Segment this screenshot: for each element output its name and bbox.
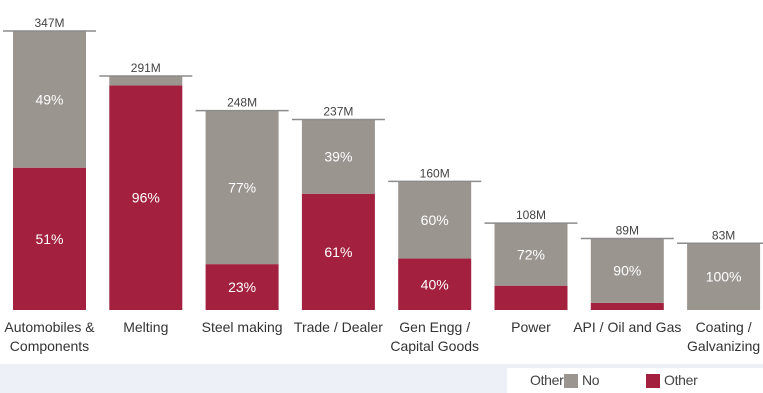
bar-segment-other-5 [494, 285, 568, 310]
segment-label-3-0: 61% [324, 244, 352, 260]
category-label-7-1: Galvanizing [687, 338, 760, 354]
legend-swatch-other [646, 374, 660, 388]
segment-label-7-1: 100% [706, 269, 742, 285]
legend-label-no: No [582, 372, 600, 388]
segment-label-2-1: 77% [228, 179, 256, 195]
category-label-0-1: Components [10, 338, 89, 354]
total-label-1: 291M [131, 61, 161, 75]
total-label-4: 160M [420, 166, 450, 180]
total-label-6: 89M [616, 223, 639, 237]
category-label-5-0: Power [511, 319, 551, 335]
legend-label-other-prefix: Other [530, 372, 564, 388]
segment-label-1-0: 96% [132, 190, 160, 206]
total-label-2: 248M [227, 96, 257, 110]
category-label-2-0: Steel making [202, 319, 283, 335]
bar-segment-other-no-0 [13, 31, 86, 168]
category-label-4-0: Gen Engg / [399, 319, 470, 335]
total-label-7: 83M [712, 228, 735, 242]
bar-segment-other-6 [590, 302, 664, 310]
bar-segment-other-3 [301, 193, 375, 310]
segment-label-0-0: 51% [35, 231, 63, 247]
category-label-6-0: API / Oil and Gas [573, 319, 681, 335]
bar-segment-other-no-4 [398, 181, 472, 259]
category-label-1-0: Melting [123, 319, 168, 335]
segment-label-5-1: 72% [517, 246, 545, 262]
segment-label-0-1: 49% [35, 91, 63, 107]
segment-label-4-1: 60% [421, 212, 449, 228]
bar-segment-other-4 [398, 258, 472, 310]
bar-segment-other-no-7 [687, 243, 761, 310]
bar-segment-other-no-1 [109, 76, 183, 86]
bar-segment-other-no-5 [494, 223, 568, 286]
total-label-3: 237M [323, 104, 353, 118]
category-label-3-0: Trade / Dealer [294, 319, 383, 335]
bar-segment-other-1 [109, 85, 183, 311]
bar-segment-other-no-6 [590, 238, 664, 303]
category-label-7-0: Coating / [696, 319, 752, 335]
total-label-0: 347M [34, 16, 64, 30]
bar-segment-other-0 [13, 167, 86, 310]
segment-label-2-0: 23% [228, 279, 256, 295]
legend-label-other: Other [664, 372, 698, 388]
segment-label-4-0: 40% [421, 276, 449, 292]
bar-segment-other-no-3 [301, 119, 375, 194]
segment-label-6-1: 90% [613, 263, 641, 279]
total-label-5: 108M [516, 208, 546, 222]
bar-segment-other-2 [205, 264, 279, 310]
segment-label-3-1: 39% [324, 149, 352, 165]
legend [507, 368, 763, 393]
legend-swatch-other-no [564, 374, 578, 388]
category-label-4-1: Capital Goods [390, 338, 479, 354]
bar-segment-other-no-2 [205, 110, 279, 265]
category-label-0-0: Automobiles & [4, 319, 95, 335]
